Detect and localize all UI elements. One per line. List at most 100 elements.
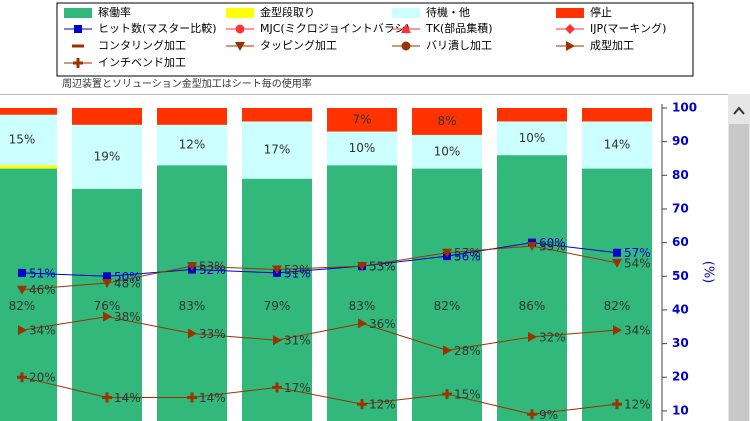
- marker: [103, 272, 111, 281]
- line-label: 52%: [284, 263, 311, 277]
- bar-segment: [327, 165, 397, 421]
- marker: [565, 24, 575, 34]
- marker: [235, 42, 245, 51]
- bar-segment: [0, 165, 57, 169]
- line-label: 33%: [199, 327, 226, 341]
- marker: [442, 248, 452, 258]
- line-label: 14%: [114, 391, 141, 405]
- marker: [72, 44, 84, 48]
- line-label: 15%: [454, 388, 481, 402]
- bar-label: 83%: [179, 299, 206, 313]
- bar-label: 10%: [434, 144, 461, 158]
- line-label: 59%: [539, 239, 566, 253]
- bar-segment: [242, 108, 312, 122]
- bar-label: 79%: [264, 299, 291, 313]
- legend-label: TK(部品集積): [425, 21, 493, 35]
- bar-label: 10%: [519, 131, 546, 145]
- legend-box: [56, 2, 694, 77]
- legend-label: インチベンド加工: [98, 56, 186, 69]
- y-axis-label: (%): [701, 261, 716, 284]
- bar-label: 82%: [604, 299, 631, 313]
- line-label: 38%: [114, 310, 141, 324]
- bar-label: 12%: [179, 138, 206, 152]
- legend-label: コンタリング加工: [98, 38, 186, 52]
- marker: [74, 25, 82, 33]
- line-label: 56%: [454, 250, 481, 264]
- y-tick-label: 10: [672, 403, 689, 417]
- bar-segment: [582, 168, 652, 421]
- marker: [612, 258, 622, 268]
- legend-label: MJC(ミクロジョイントバラシ): [260, 22, 410, 35]
- line: [21, 242, 618, 277]
- bar-label: 86%: [519, 299, 546, 313]
- bar-label: 8%: [437, 114, 456, 128]
- marker: [103, 311, 112, 322]
- line-label: 60%: [539, 236, 566, 250]
- y-tick-label: 80: [672, 168, 689, 182]
- y-tick-label: 20: [672, 370, 689, 384]
- marker: [566, 41, 575, 51]
- line-label: 12%: [369, 398, 396, 412]
- bar-segment: [242, 121, 312, 179]
- marker: [357, 262, 367, 272]
- line-label: 17%: [284, 381, 311, 395]
- bar-segment: [72, 108, 142, 125]
- line-label: 32%: [539, 330, 566, 344]
- legend-swatch: [556, 8, 584, 18]
- marker: [187, 262, 197, 272]
- legend-swatch: [392, 8, 420, 18]
- bar-segment: [327, 131, 397, 166]
- legend-label: IJP(マーキング): [590, 21, 666, 35]
- marker: [273, 335, 282, 346]
- legend-label: 稼働率: [98, 5, 131, 19]
- bar-segment: [157, 108, 227, 125]
- bar-label: 82%: [434, 299, 461, 313]
- legend-label: 停止: [590, 5, 612, 19]
- marker: [188, 328, 197, 339]
- marker: [235, 24, 245, 34]
- line-label: 51%: [29, 266, 56, 280]
- bar-label: 83%: [349, 299, 376, 313]
- bar-segment: [242, 178, 312, 421]
- marker: [357, 399, 367, 410]
- marker: [18, 268, 26, 277]
- line-label: 53%: [199, 260, 226, 274]
- y-tick-label: 50: [672, 269, 689, 283]
- y-tick-label: 40: [672, 302, 689, 316]
- line-label: 12%: [624, 398, 651, 412]
- marker: [18, 325, 27, 336]
- legend-label: 待機・他: [426, 5, 470, 19]
- line-label: 54%: [624, 256, 651, 270]
- line-label: 48%: [114, 277, 141, 291]
- legend-label: 成型加工: [590, 38, 634, 52]
- y-tick-label: 90: [672, 134, 689, 148]
- bar-segment: [327, 108, 397, 132]
- marker: [613, 325, 622, 336]
- line-label: 34%: [29, 324, 56, 338]
- line: [21, 316, 618, 351]
- scroll-up[interactable]: [733, 106, 745, 115]
- bar-segment: [412, 168, 482, 421]
- bar-segment: [0, 114, 57, 166]
- marker: [73, 58, 83, 68]
- marker: [358, 318, 367, 329]
- subtitle: 周辺装置とソリューション金型加工はシート毎の使用率: [62, 77, 312, 90]
- bar-segment: [72, 188, 142, 421]
- bar-segment: [72, 124, 142, 189]
- bar-label: 19%: [94, 149, 121, 163]
- line-label: 36%: [369, 317, 396, 331]
- y-tick-label: 70: [672, 201, 689, 215]
- scroll-thumb[interactable]: [729, 124, 749, 421]
- divider: [0, 94, 728, 95]
- marker: [272, 265, 282, 275]
- line-label: 31%: [284, 334, 311, 348]
- y-tick-label: 30: [672, 336, 689, 350]
- bar-label: 76%: [94, 299, 121, 313]
- bar-label: 17%: [264, 143, 291, 157]
- y-tick-label: 100: [672, 101, 697, 115]
- bar-label: 15%: [9, 132, 36, 146]
- marker: [443, 345, 452, 356]
- legend-label: 金型段取り: [260, 5, 315, 19]
